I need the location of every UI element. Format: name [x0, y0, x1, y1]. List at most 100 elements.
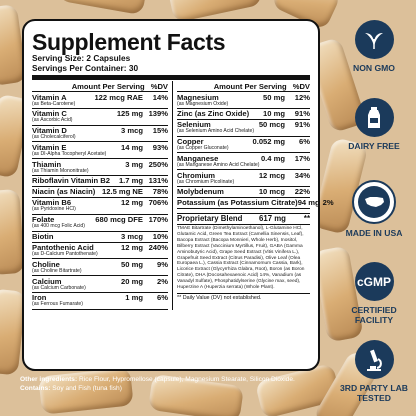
- badge-cgmp: cGMP CERTIFIED FACILITY: [340, 262, 408, 325]
- nutrient-name: Biotin: [32, 232, 54, 242]
- nutrient-dv: 706%: [148, 198, 168, 208]
- nutrient-row: Copper 0.052 mg 6% (as Copper Gluconate): [177, 137, 310, 154]
- nutrient-source: (as Calcium Carbonate): [32, 284, 86, 291]
- nutrient-source: (as Ascorbic Acid): [32, 117, 73, 124]
- other-ingredients-line: Other ingredients: Rice Flour, Hypromell…: [20, 375, 350, 384]
- nutrient-name: Vitamin D: [32, 126, 67, 136]
- nutrient-row: Calcium 20 mg 2% (as Calcium Carbonate): [32, 276, 168, 293]
- badge-non-gmo: NON GMO: [340, 20, 408, 73]
- panel-title: Supplement Facts: [32, 29, 226, 55]
- nutrient-dv: 2%: [322, 198, 334, 208]
- nutrient-row: Manganese 0.4 mg 17% (as Manganese Amino Ac…: [177, 153, 310, 171]
- feature-badges: NON GMO DAIRY FREE MADE IN USA cGMP CERT…: [330, 0, 416, 416]
- nutrient-dv: 250%: [148, 159, 168, 169]
- nutrient-name: Riboflavin Vitamin B2: [32, 176, 110, 186]
- badge-label: NON GMO: [352, 63, 395, 73]
- amount-header: Amount Per Serving: [71, 82, 145, 91]
- proprietary-blend-row: Proprietary Blend 617 mg **: [177, 214, 310, 225]
- nutrient-source: (as Chromium Picolinate): [177, 178, 235, 185]
- nutrient-name: Iron: [32, 293, 47, 303]
- nutrient-source: (as Copper Gluconate): [177, 145, 229, 152]
- nutrient-name: Selenium: [177, 120, 211, 130]
- nutrient-dv: 139%: [148, 109, 168, 119]
- nutrient-amount: 12 mg: [121, 198, 143, 208]
- nutrient-row: Choline 50 mg 9% (as Choline Bitartrate): [32, 259, 168, 277]
- dv-header: %DV: [150, 82, 168, 91]
- nutrient-amount: 3 mg: [125, 159, 143, 169]
- other-ingredients-text: Rice Flour, Hypromellose (capsule), Magn…: [79, 376, 295, 383]
- nutrient-name: Pantothenic Acid: [32, 243, 94, 253]
- blend-ingredients: TMAE Bitartrate (Dimethylaminoethanol), …: [177, 225, 305, 291]
- nutrient-source: (as Cholecalciferol): [32, 134, 76, 141]
- badge-label: 3RD PARTY LAB TESTED: [340, 383, 408, 403]
- blend-name: Proprietary Blend: [177, 213, 243, 223]
- nutrient-name: Chromium: [177, 170, 215, 180]
- nutrient-amount: 94 mg: [297, 198, 320, 208]
- usa-map-icon: [352, 180, 396, 224]
- badge-label: CERTIFIED FACILITY: [351, 305, 397, 325]
- badge-label: MADE IN USA: [345, 228, 403, 238]
- badge-made-in-usa: MADE IN USA: [340, 180, 408, 238]
- nutrient-source: (as Manganese Amino Acid Chelate): [177, 161, 260, 168]
- nutrient-row: Chromium 12 mcg 34% (as Chromium Picolinate…: [177, 170, 310, 187]
- nutrient-dv: 9%: [157, 259, 168, 269]
- nutrient-dv: 131%: [148, 176, 168, 186]
- nutrient-amount: 1.7 mg: [118, 176, 143, 186]
- nutrient-dv: 2%: [157, 276, 168, 286]
- nutrient-name: Calcium: [32, 276, 62, 286]
- contains-text: Soy and Fish (tuna fish): [52, 385, 122, 392]
- serving-size: Serving Size: 2 Capsules: [32, 53, 131, 63]
- right-column: Amount Per Serving %DV Magnesium 50 mg 12%…: [172, 81, 334, 310]
- nutrient-dv: 12%: [294, 92, 310, 102]
- nutrient-dv: 91%: [294, 109, 310, 119]
- nutrient-source: (as Beta-Carotene): [32, 100, 76, 107]
- badge-label: DAIRY FREE: [348, 141, 400, 151]
- nutrient-dv: 91%: [294, 120, 310, 130]
- microscope-icon: [354, 340, 394, 379]
- nutrient-amount: 50 mcg: [258, 120, 285, 130]
- thick-divider: [32, 75, 310, 80]
- amount-header: Amount Per Serving: [213, 82, 287, 91]
- column-header: Amount Per Serving %DV: [32, 81, 168, 92]
- nutrient-amount: 14 mg: [121, 142, 143, 152]
- nutrient-dv: 6%: [157, 293, 168, 303]
- nutrient-name: Magnesium: [177, 92, 219, 102]
- contains-label: Contains:: [20, 385, 51, 392]
- nutrient-amount: 10 mcg: [258, 187, 285, 197]
- nutrient-row: Vitamin E 14 mg 93% (as DI-Alpha Tocopheryl…: [32, 142, 168, 160]
- cgmp-mark: cGMP: [356, 274, 391, 289]
- nutrient-dv: 170%: [148, 215, 168, 225]
- nutrient-row: Folate 680 mcg DFE 170% (as 400 mcg Folic A…: [32, 215, 168, 232]
- nutrient-amount: 3 mcg: [121, 126, 143, 136]
- nutrient-row: Pantothenic Acid 12 mg 240% (as D-Calcium P…: [32, 243, 168, 260]
- nutrient-amount: 12.5 mg NE: [102, 187, 143, 197]
- nutrient-row: Riboflavin Vitamin B2 1.7 mg 131%: [32, 176, 168, 187]
- dv-header: %DV: [292, 82, 310, 91]
- nutrient-row: Zinc (as Zinc Oxide) 10 mg 91%: [177, 109, 310, 120]
- nutrient-name: Vitamin B6: [32, 198, 72, 208]
- nutrient-dv: 93%: [152, 142, 168, 152]
- nutrient-amount: 1 mg: [125, 293, 143, 303]
- nutrient-name: Folate: [32, 215, 55, 225]
- nutrient-amount: 122 mcg RAE: [94, 92, 143, 102]
- nutrient-dv: 240%: [148, 243, 168, 253]
- nutrient-source: (as Selenium Amino Acid Chelate): [177, 128, 255, 135]
- cgmp-icon: cGMP: [354, 262, 394, 301]
- nutrient-dv: 15%: [152, 126, 168, 136]
- nutrient-name: Zinc (as Zinc Oxide): [177, 109, 250, 119]
- nutrient-amount: 20 mg: [121, 276, 143, 286]
- nutrient-source: (as Thiamin Mononitrate): [32, 167, 89, 174]
- nutrient-amount: 680 mcg DFE: [95, 215, 143, 225]
- nutrient-name: Choline: [32, 259, 60, 269]
- nutrient-row: Molybdenum 10 mcg 22%: [177, 187, 310, 198]
- nutrient-name: Vitamin C: [32, 109, 67, 119]
- nutrient-source: (as 400 mcg Folic Acid): [32, 223, 85, 230]
- other-ingredients-label: Other ingredients:: [20, 376, 78, 383]
- nutrient-amount: 50 mg: [121, 259, 143, 269]
- nutrient-amount: 0.4 mg: [260, 153, 285, 163]
- right-nutrient-list: Magnesium 50 mg 12% (as Magnesium Oxide) Zin…: [177, 92, 334, 209]
- nutrient-amount: 10 mg: [263, 109, 285, 119]
- nutrient-row: Iron 1 mg 6% (as Ferrous Fumarate): [32, 293, 168, 310]
- nutrient-row: Thiamin 3 mg 250% (as Thiamin Mononitrate): [32, 159, 168, 176]
- nutrient-dv: 14%: [152, 92, 168, 102]
